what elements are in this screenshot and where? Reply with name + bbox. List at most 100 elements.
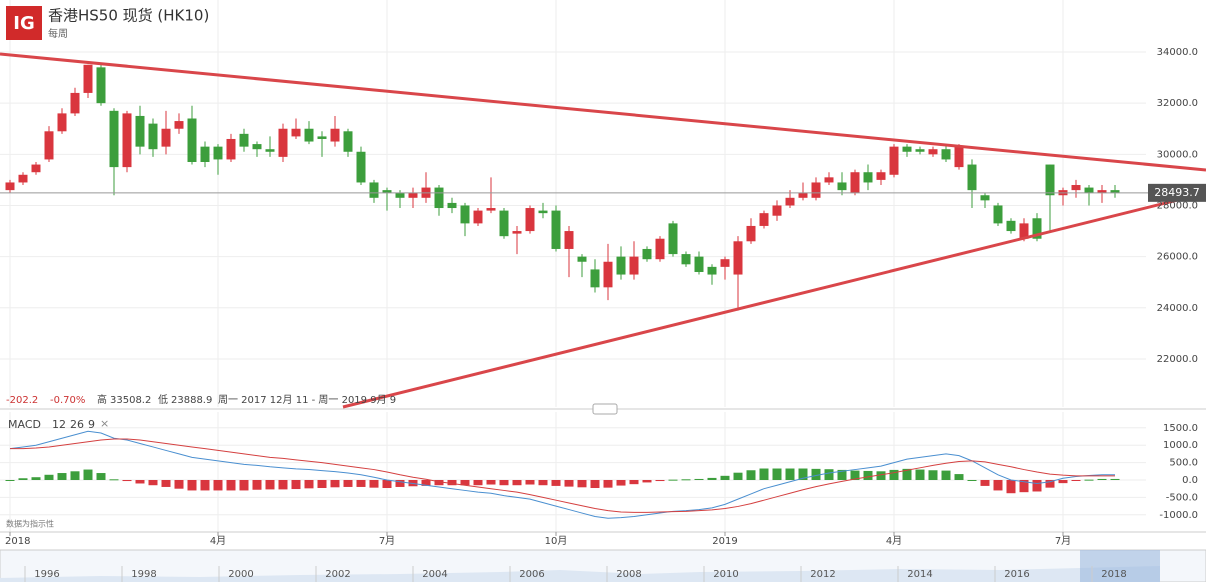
navigator-labels: 1996 1998 2000 2002 2004 2006 2008 2010 2012 2014… <box>24 566 1127 582</box>
chart-subtitle: 每周 <box>48 27 68 40</box>
histogram-bar <box>434 479 444 486</box>
high: 33508.2 <box>110 395 151 406</box>
candle-body <box>525 208 535 232</box>
candle-body <box>317 136 327 139</box>
candle-body <box>863 172 873 183</box>
trend-line <box>342 191 1206 409</box>
low: 23888.9 <box>171 395 212 406</box>
candle-body <box>577 256 587 262</box>
histogram-bar <box>967 479 977 481</box>
candle-body <box>733 241 743 275</box>
candle-body <box>330 128 340 142</box>
candle-body <box>629 256 639 275</box>
histogram-bar <box>525 479 535 485</box>
histogram-bar <box>161 479 171 487</box>
macd-param: 26 <box>70 418 84 431</box>
histogram-bar <box>811 468 821 480</box>
candle-body <box>44 131 54 160</box>
macd-param: 12 <box>52 418 66 431</box>
histogram-bar <box>551 479 561 486</box>
candle-body <box>1084 187 1094 193</box>
candle-body <box>31 164 41 173</box>
candle-body <box>135 115 145 147</box>
candle-body <box>252 144 262 150</box>
histogram-bar <box>499 479 509 486</box>
histogram-bar <box>148 479 158 486</box>
candle-body <box>278 128 288 157</box>
candle-body <box>486 208 496 211</box>
macd-line <box>9 430 1115 519</box>
x-tick-label: 10月 <box>545 535 568 547</box>
close-icon[interactable]: × <box>100 417 109 430</box>
candle-body <box>122 113 132 168</box>
candle-body <box>369 182 379 198</box>
histogram-bar <box>928 470 938 480</box>
histogram-bar <box>18 478 28 480</box>
resize-handle[interactable] <box>592 403 618 415</box>
candle-body <box>551 210 561 249</box>
histogram-bar <box>1110 478 1120 480</box>
candle-body <box>96 67 106 104</box>
histogram-bar <box>915 469 925 480</box>
y-tick-label: 1000.0 <box>1163 440 1198 451</box>
histogram-bar <box>772 468 782 480</box>
navigator-label: 2014 <box>907 569 932 580</box>
macd-line <box>10 438 1115 513</box>
histogram-bar <box>226 479 236 491</box>
candle-body <box>499 210 509 237</box>
histogram-bar <box>109 479 119 481</box>
navigator-label: 1996 <box>34 569 59 580</box>
candle-body <box>434 187 444 209</box>
histogram-bar <box>44 474 54 480</box>
candle-body <box>681 254 691 265</box>
histogram-bar <box>343 479 353 487</box>
histogram-bar <box>993 479 1003 491</box>
candle-body <box>811 182 821 198</box>
histogram-bar <box>304 479 314 489</box>
x-tick-label: 4月 <box>210 535 226 547</box>
histogram-bar <box>1084 479 1094 481</box>
candle-body <box>187 118 197 162</box>
histogram-bar <box>902 468 912 480</box>
histogram-bar <box>1071 479 1081 481</box>
x-tick-label: 4月 <box>886 535 902 547</box>
histogram-bar <box>187 479 197 491</box>
macd-param: 9 <box>88 418 95 431</box>
histogram-bar <box>603 479 613 488</box>
histogram-bar <box>265 479 275 490</box>
histogram-bar <box>486 479 496 485</box>
trend-line <box>0 52 1206 172</box>
histogram-bar <box>876 471 886 480</box>
candle-body <box>1019 223 1029 239</box>
histogram-bar <box>382 479 392 489</box>
candle-body <box>993 205 1003 224</box>
histogram-bar <box>980 479 990 486</box>
candle-body <box>707 266 717 275</box>
histogram-bar <box>863 470 873 480</box>
histogram-bar <box>421 479 431 486</box>
candle-body <box>148 123 158 150</box>
histogram-bar <box>200 479 210 491</box>
histogram-bar <box>954 474 964 480</box>
candle-body <box>343 131 353 152</box>
candle-body <box>1071 185 1081 191</box>
navigator-area <box>0 566 1160 582</box>
navigator-selection[interactable] <box>1080 550 1160 582</box>
candle-body <box>1110 190 1120 193</box>
candle-body <box>174 121 184 129</box>
histogram-bar <box>5 479 15 481</box>
candle-body <box>291 128 301 137</box>
candle-body <box>70 92 80 114</box>
histogram-bar <box>369 479 379 488</box>
candle-body <box>590 269 600 288</box>
histogram-bar <box>837 469 847 480</box>
navigator-label: 1998 <box>131 569 156 580</box>
candle-body <box>447 202 457 209</box>
chart-title: 香港HS50 现货 (HK10) <box>48 7 209 25</box>
histogram-bar <box>824 469 834 480</box>
histogram-bar <box>538 479 548 486</box>
high-label: 高 <box>97 393 107 406</box>
candle-body <box>109 110 119 168</box>
histogram-bar <box>239 479 249 491</box>
